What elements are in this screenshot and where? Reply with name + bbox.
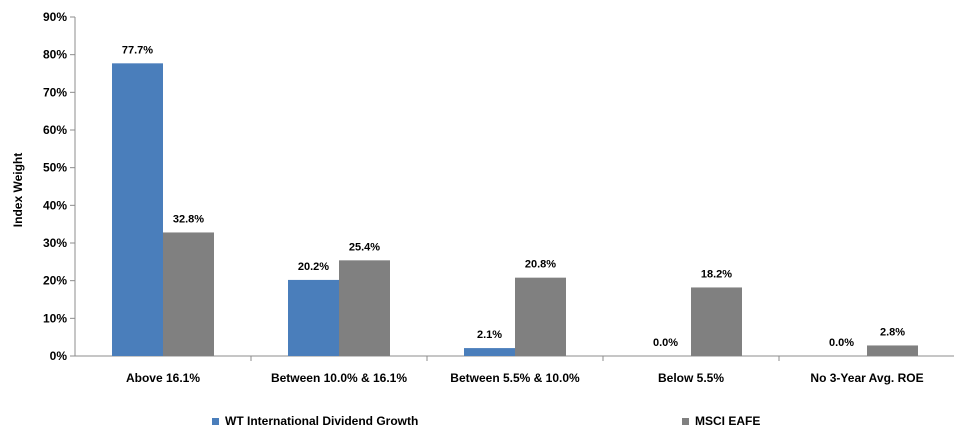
y-tick-label: 80% (43, 48, 67, 62)
data-label: 0.0% (653, 337, 678, 349)
legend-label: WT International Dividend Growth (225, 414, 418, 428)
x-axis: Above 16.1% Between 10.0% & 16.1% Between … (75, 355, 954, 385)
data-label: 0.0% (829, 337, 854, 349)
data-label: 25.4% (349, 241, 380, 253)
bar-wt-international (112, 63, 163, 357)
data-label: 2.1% (477, 329, 502, 341)
y-tick-label: 20% (43, 274, 67, 288)
y-tick-label: 60% (43, 123, 67, 137)
bar-msci-eafe (339, 260, 390, 356)
y-axis: 0% 10% 20% 30% 40% 50% 60% 70% 80% 90% (43, 10, 76, 363)
y-tick-label: 70% (43, 85, 67, 99)
data-label: 18.2% (701, 268, 732, 280)
y-tick-label: 0% (50, 349, 68, 363)
y-axis-title: Index Weight (11, 153, 25, 227)
data-label: 2.8% (880, 326, 905, 338)
bar-msci-eafe (163, 232, 214, 356)
bar-wt-international (464, 348, 515, 356)
legend-swatch (212, 418, 219, 425)
x-tick-label: Above 16.1% (126, 371, 200, 385)
data-labels: 77.7% 32.8% 20.2% 25.4% 2.1% 20.8% 0.0% 18.2% 0.… (122, 44, 905, 349)
legend-swatch (682, 418, 689, 425)
bars (112, 63, 918, 357)
legend: WT International Dividend Growth MSCI EAF… (212, 414, 760, 428)
x-tick-label: Between 5.5% & 10.0% (450, 371, 580, 385)
y-tick-label: 30% (43, 236, 67, 250)
bar-msci-eafe (867, 345, 918, 356)
y-tick-label: 40% (43, 198, 67, 212)
y-tick-label: 50% (43, 161, 67, 175)
y-tick-label: 10% (43, 311, 67, 325)
data-label: 77.7% (122, 44, 153, 56)
x-tick-label: Between 10.0% & 16.1% (271, 371, 407, 385)
data-label: 20.2% (298, 261, 329, 273)
x-tick-label: Below 5.5% (658, 371, 724, 385)
data-label: 20.8% (525, 259, 556, 271)
y-tick-label: 90% (43, 10, 67, 24)
bar-msci-eafe (515, 277, 566, 356)
x-tick-label: No 3-Year Avg. ROE (810, 371, 923, 385)
data-label: 32.8% (173, 213, 204, 225)
bar-msci-eafe (691, 287, 742, 356)
legend-label: MSCI EAFE (695, 414, 760, 428)
bar-wt-international (288, 279, 339, 356)
